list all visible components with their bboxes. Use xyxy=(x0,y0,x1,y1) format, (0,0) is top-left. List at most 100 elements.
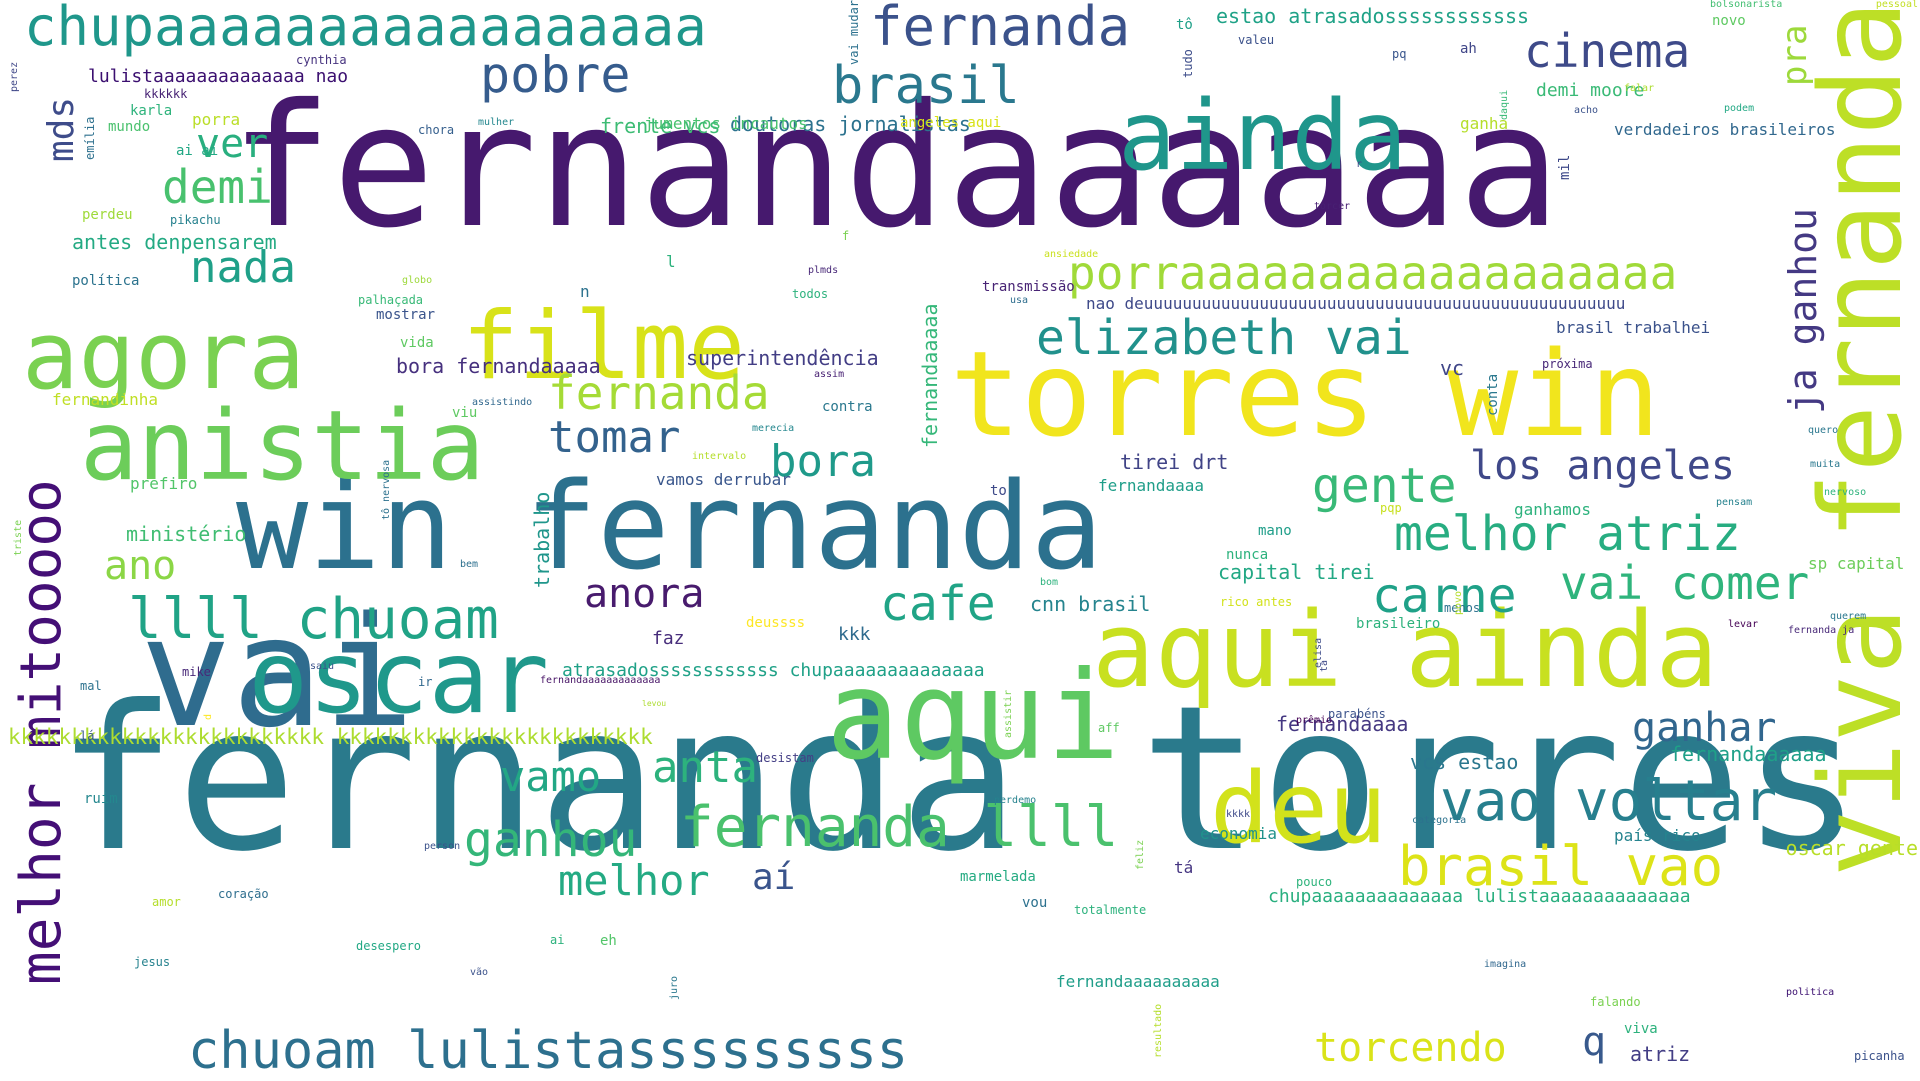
word: bolsonarista xyxy=(1710,0,1783,10)
word: estao atrasadossssssssssss xyxy=(1216,4,1530,28)
word: angeles aqui xyxy=(900,115,1002,131)
word: fernandaaaaa xyxy=(918,303,942,449)
word: assistir xyxy=(1003,689,1014,738)
word: valeu xyxy=(1238,33,1275,47)
word: vamo xyxy=(500,752,602,801)
word: pra xyxy=(1775,24,1815,86)
word: mil xyxy=(1557,154,1573,180)
word: ah xyxy=(1460,41,1477,57)
word: fernandaaaaaaaaaaaaa xyxy=(540,675,661,686)
word: pqp xyxy=(1380,501,1402,515)
word: oscar gente xyxy=(1785,836,1918,860)
word: fernandinha xyxy=(52,390,158,409)
word: política xyxy=(72,273,140,289)
word: parabéns xyxy=(1328,707,1386,721)
word: vai xyxy=(140,584,415,761)
word: brasil vao xyxy=(1398,835,1724,898)
word: aqui ainda xyxy=(1092,589,1719,711)
word: f xyxy=(842,229,850,243)
word: kkk xyxy=(838,624,871,645)
word: doutoras jornalistas xyxy=(730,112,971,136)
word: pouco xyxy=(1296,875,1333,889)
word: tô xyxy=(1176,17,1193,33)
word: mds xyxy=(41,96,82,162)
word: to xyxy=(990,483,1007,499)
word: perdeu xyxy=(82,207,133,223)
word: daqui xyxy=(1499,89,1510,120)
word: categoria xyxy=(1412,815,1467,826)
word: vc xyxy=(1440,356,1465,380)
word: assim xyxy=(814,369,845,380)
word: vão xyxy=(470,967,489,978)
word: fernandaaaaaaaaaa xyxy=(1056,972,1220,991)
word: deu xyxy=(1210,752,1388,866)
word: kkkk xyxy=(1226,809,1251,820)
word: jumentos incautos xyxy=(644,114,808,133)
word: gente xyxy=(1312,458,1457,514)
word: mundo xyxy=(108,119,151,135)
word: win fernanda xyxy=(236,458,1103,597)
word: deussss xyxy=(746,615,806,631)
word: ja ganhou xyxy=(1781,208,1825,414)
word: fernandaaaaaa xyxy=(230,68,1561,266)
word: acho xyxy=(1574,105,1599,116)
word: nunca xyxy=(1226,547,1269,563)
word: chora xyxy=(418,123,455,137)
word: levar xyxy=(1728,619,1759,630)
word: fernandaaaa xyxy=(1098,476,1204,495)
word: juro xyxy=(669,975,680,1000)
word: quero xyxy=(1808,425,1839,436)
word: bora xyxy=(770,436,876,487)
word: aqui xyxy=(826,645,1120,787)
word: elisa xyxy=(1313,637,1324,668)
word: melhor atriz xyxy=(1394,506,1741,562)
word: ano xyxy=(104,543,177,589)
word: oscar xyxy=(248,619,550,736)
word: agora xyxy=(22,302,305,411)
word: nervoso xyxy=(1824,487,1867,498)
word: fernanda torres xyxy=(56,663,1863,896)
word: fernandaaaa xyxy=(1276,712,1409,736)
word: todos xyxy=(792,287,829,301)
word: torcendo xyxy=(1314,1025,1507,1071)
word: transmissão xyxy=(982,279,1075,295)
word: prêmio xyxy=(1296,715,1333,726)
word: eh xyxy=(600,933,617,949)
word: demi moore xyxy=(1536,80,1645,101)
word: falar xyxy=(1624,83,1655,94)
word: aff xyxy=(1098,721,1120,735)
word: perez xyxy=(9,61,20,92)
word: faz xyxy=(652,628,685,649)
word: atriz xyxy=(1630,1042,1691,1066)
word: karla xyxy=(130,103,173,119)
word: picanha xyxy=(1854,1049,1905,1063)
word: fernanda xyxy=(548,366,770,420)
word: anora xyxy=(584,571,705,617)
word: vamos derrubar xyxy=(656,470,791,489)
word: mostrar xyxy=(376,307,436,323)
word: ai xyxy=(550,933,565,947)
word: brasil xyxy=(832,56,1020,116)
word: pensam xyxy=(1716,497,1753,508)
word: mano xyxy=(1258,523,1292,539)
word: levou xyxy=(642,699,667,708)
word: l xyxy=(666,252,676,271)
word: lulistaaaaaaaaaaaaaa nao xyxy=(88,66,349,87)
word: marmelada xyxy=(960,869,1036,885)
word: querem xyxy=(1830,611,1867,622)
word: pessoal xyxy=(1875,0,1918,10)
word: resultado xyxy=(1153,1003,1164,1058)
word: chuoam lulistasssssssss xyxy=(188,1021,909,1081)
word: vcs estao xyxy=(1410,750,1519,774)
word: prefiro xyxy=(130,474,198,493)
word: pq xyxy=(1392,47,1407,61)
word: cafe xyxy=(880,576,996,632)
word: ruim xyxy=(84,791,118,807)
word: atrasadossssssssssss chupaaaaaaaaaaaaaa xyxy=(562,660,985,681)
word: jesus xyxy=(134,955,171,969)
word: ganha xyxy=(1460,114,1509,133)
word: ai ai xyxy=(176,143,219,159)
word: verdadeiros brasileiros xyxy=(1614,120,1836,139)
word: totalmente xyxy=(1074,903,1147,917)
word: globo xyxy=(402,275,433,286)
